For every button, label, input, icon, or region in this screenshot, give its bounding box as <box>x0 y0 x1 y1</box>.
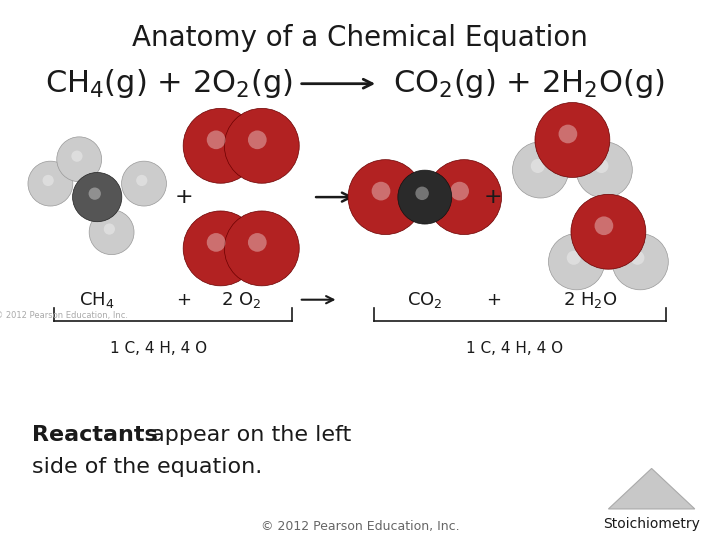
Text: CH$_4$(g) + 2O$_2$(g): CH$_4$(g) + 2O$_2$(g) <box>45 67 293 100</box>
Ellipse shape <box>372 182 390 200</box>
Ellipse shape <box>28 161 73 206</box>
Ellipse shape <box>415 187 429 200</box>
Ellipse shape <box>225 211 300 286</box>
Text: 1 C, 4 H, 4 O: 1 C, 4 H, 4 O <box>467 341 563 356</box>
Ellipse shape <box>549 234 605 290</box>
Text: side of the equation.: side of the equation. <box>32 457 263 477</box>
Text: +: + <box>176 291 191 309</box>
Ellipse shape <box>183 109 258 183</box>
Ellipse shape <box>104 224 115 235</box>
Text: 2 O$_2$: 2 O$_2$ <box>221 289 261 310</box>
Ellipse shape <box>183 211 258 286</box>
Ellipse shape <box>595 159 608 173</box>
Ellipse shape <box>531 159 545 173</box>
Text: +: + <box>486 291 500 309</box>
Text: Reactants: Reactants <box>32 424 158 445</box>
Ellipse shape <box>73 172 122 222</box>
Ellipse shape <box>89 210 134 255</box>
Ellipse shape <box>450 182 469 200</box>
Text: Stoichiometry: Stoichiometry <box>603 517 700 531</box>
Ellipse shape <box>225 109 300 183</box>
Ellipse shape <box>535 103 610 178</box>
Ellipse shape <box>513 142 569 198</box>
Ellipse shape <box>612 234 668 290</box>
Ellipse shape <box>42 175 54 186</box>
Ellipse shape <box>57 137 102 182</box>
Text: +: + <box>174 187 193 207</box>
Ellipse shape <box>427 160 502 234</box>
Ellipse shape <box>71 151 83 162</box>
Ellipse shape <box>631 251 644 265</box>
Text: © 2012 Pearson Education, Inc.: © 2012 Pearson Education, Inc. <box>0 312 127 320</box>
Ellipse shape <box>595 217 613 235</box>
Ellipse shape <box>559 125 577 143</box>
Ellipse shape <box>136 175 148 186</box>
Polygon shape <box>608 468 695 509</box>
Text: CH$_4$: CH$_4$ <box>79 289 115 310</box>
Ellipse shape <box>248 131 266 149</box>
Ellipse shape <box>89 187 101 200</box>
Ellipse shape <box>207 233 225 252</box>
Text: 1 C, 4 H, 4 O: 1 C, 4 H, 4 O <box>110 341 207 356</box>
Text: +: + <box>484 187 503 207</box>
Text: © 2012 Pearson Education, Inc.: © 2012 Pearson Education, Inc. <box>261 520 459 533</box>
Ellipse shape <box>398 170 451 224</box>
Ellipse shape <box>122 161 166 206</box>
Ellipse shape <box>207 131 225 149</box>
Text: CO$_2$(g) + 2H$_2$O(g): CO$_2$(g) + 2H$_2$O(g) <box>393 67 665 100</box>
Text: appear on the left: appear on the left <box>144 424 351 445</box>
Ellipse shape <box>348 160 423 234</box>
Ellipse shape <box>576 142 632 198</box>
Text: Anatomy of a Chemical Equation: Anatomy of a Chemical Equation <box>132 24 588 52</box>
Ellipse shape <box>571 194 646 269</box>
Text: CO$_2$: CO$_2$ <box>407 289 443 310</box>
Ellipse shape <box>567 251 581 265</box>
Ellipse shape <box>248 233 266 252</box>
Text: 2 H$_2$O: 2 H$_2$O <box>563 289 618 310</box>
